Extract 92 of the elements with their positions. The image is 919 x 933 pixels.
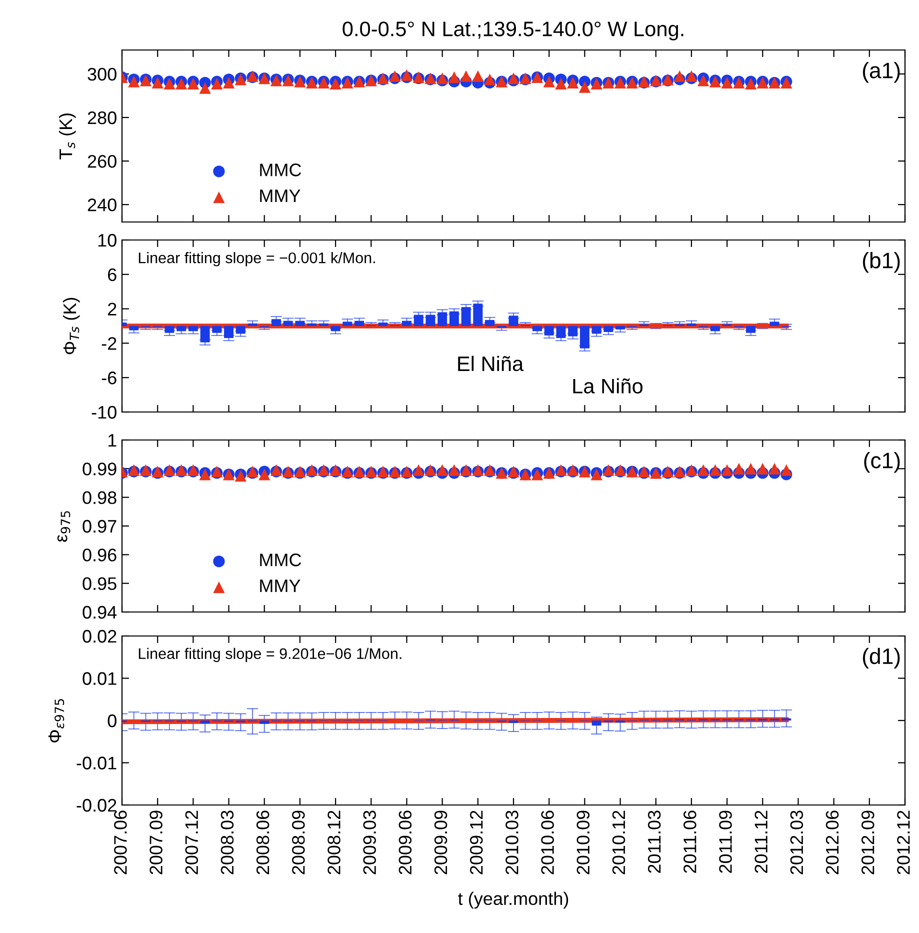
x-tick-label: 2011.09 (719, 810, 732, 873)
point (484, 74, 496, 86)
point (578, 81, 590, 93)
x-tick-label: 2011.03 (648, 810, 661, 873)
point (199, 82, 211, 94)
y-tick-label: 0.98 (82, 491, 116, 504)
y-tick-label: -10 (92, 406, 116, 419)
point (400, 69, 413, 81)
point (555, 78, 567, 90)
y-tick-label: 0.02 (82, 630, 116, 643)
point (436, 72, 448, 84)
point (674, 70, 686, 82)
point (543, 76, 555, 88)
y-tick-label: 260 (88, 154, 116, 168)
annotation: El Niña (458, 356, 524, 372)
annotation: (a1) (862, 62, 900, 83)
x-tick-label: 2008.12 (328, 810, 340, 874)
bar (485, 320, 495, 326)
x-tick-label: 2010.06 (541, 810, 554, 874)
x-tick-label: 2008.06 (256, 810, 270, 874)
point (164, 78, 176, 90)
point (448, 71, 460, 84)
x-tick-label: 2009.03 (363, 810, 376, 874)
point (744, 78, 757, 90)
x-tick-label: 2008.09 (292, 810, 305, 874)
x-tick-label: 2007.06 (114, 810, 127, 874)
legend-label: MMC (260, 164, 302, 176)
point (508, 72, 520, 84)
bar (318, 323, 328, 326)
y-tick-label: -2 (102, 337, 116, 350)
bar (686, 323, 696, 326)
y-tick-label: 240 (88, 198, 116, 212)
legend-label: MMC (260, 554, 302, 566)
x-tick-label: 2012.03 (790, 810, 804, 874)
point (330, 78, 342, 90)
point (460, 70, 472, 82)
y-tick-label: 2 (108, 302, 116, 316)
y-tick-label: -0.01 (76, 756, 116, 770)
y-tick-label: 280 (88, 111, 116, 124)
point (389, 70, 401, 82)
y-axis-title: T$_{s}$ (K) (58, 114, 76, 160)
annotation: Linear fitting slope = 9.201e−06 1/Mon. (138, 648, 402, 662)
annotation: (b1) (862, 252, 900, 273)
x-tick-label: 2008.03 (220, 810, 234, 874)
x-tick-label: 2011.12 (754, 810, 768, 873)
x-axis-title: t (year.month) (458, 892, 568, 909)
y-tick-label: 0.96 (82, 548, 116, 562)
x-tick-label: 2009.12 (470, 810, 483, 874)
bar (508, 316, 518, 326)
y-tick-label: 0.94 (82, 606, 117, 619)
y-tick-label: 0 (108, 714, 116, 728)
annotation: La Niño (573, 378, 642, 394)
x-tick-label: 2007.12 (185, 810, 198, 874)
annotation: Linear fitting slope = −0.001 k/Mon. (138, 252, 375, 266)
x-tick-label: 2010.12 (612, 810, 626, 874)
x-tick-label: 2009.06 (398, 810, 412, 874)
bar (236, 326, 246, 334)
y-axis-title: Φ$_{ε975}$ (48, 699, 64, 742)
point (686, 70, 698, 82)
point (211, 78, 223, 90)
x-tick-label: 2010.09 (576, 810, 590, 874)
y-tick-label: 0.97 (82, 520, 116, 533)
legend-label: MMY (260, 190, 300, 202)
point (187, 78, 199, 90)
x-tick-label: 2012.06 (826, 810, 839, 874)
y-tick-label: 0.99 (82, 462, 116, 476)
y-tick-label: 10 (98, 234, 116, 247)
x-tick-label: 2011.06 (684, 810, 696, 873)
chart-title: 0.0-0.5° N Lat.;139.5-140.0° W Long. (342, 22, 684, 40)
x-tick-label: 2012.12 (897, 810, 910, 874)
y-axis-title: Φ$_{Ts}$ (K) (62, 298, 80, 354)
point (176, 78, 188, 90)
y-tick-label: 6 (108, 268, 116, 282)
point (222, 76, 235, 88)
y-tick-label: 0.01 (82, 672, 116, 685)
legend-label: MMY (260, 580, 300, 592)
bar (212, 326, 222, 333)
y-tick-label: 1 (108, 434, 116, 447)
annotation: (c1) (864, 452, 900, 473)
y-tick-label: 300 (88, 68, 116, 81)
y-tick-label: -0.02 (76, 798, 116, 812)
point (472, 70, 484, 82)
annotation: (d1) (862, 648, 900, 669)
y-axis-title: ε$_{975}$ (57, 511, 70, 542)
bar (248, 323, 258, 326)
x-tick-label: 2007.09 (150, 810, 162, 874)
y-tick-label: -6 (102, 372, 116, 384)
x-tick-label: 2009.09 (434, 810, 448, 874)
x-tick-label: 2012.09 (861, 810, 874, 874)
bar (307, 323, 317, 326)
x-tick-label: 2010.03 (506, 810, 518, 874)
y-tick-label: 0.95 (82, 577, 116, 590)
